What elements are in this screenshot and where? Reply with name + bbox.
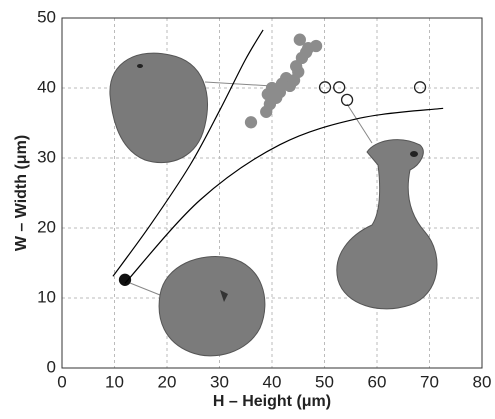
data-point: [244, 116, 258, 129]
plot-frame: [61, 17, 483, 369]
data-point: [289, 60, 303, 73]
micrograph-1: [109, 52, 208, 164]
y-tick-label: 40: [37, 77, 56, 96]
y-tick-label: 50: [37, 7, 56, 26]
connectors: [129, 81, 373, 298]
boundary-curve: [124, 107, 444, 284]
y-tick-label: 10: [37, 287, 56, 306]
x-tick-label: 20: [158, 372, 177, 391]
y-axis-label: W – Width (μm): [13, 135, 30, 251]
x-tick-label: 50: [315, 372, 334, 391]
data-point: [413, 81, 427, 94]
y-tick-label: 30: [37, 147, 56, 166]
micrograph-3: [158, 256, 266, 357]
x-tick-label: 10: [105, 372, 124, 391]
x-tick-label: 0: [57, 372, 66, 391]
y-tick-label: 20: [37, 217, 56, 236]
x-axis-label: H – Height (μm): [213, 393, 331, 410]
x-tick-label: 60: [368, 372, 387, 391]
data-point: [309, 39, 323, 53]
data-point: [118, 273, 132, 286]
micrograph-2: [336, 139, 438, 310]
x-tick-label: 40: [263, 372, 282, 391]
connector: [204, 81, 273, 87]
x-tick-label: 80: [473, 372, 492, 391]
y-tick-label: 0: [47, 357, 56, 376]
connector: [129, 282, 166, 298]
x-tick-label: 70: [420, 372, 439, 391]
connector: [346, 103, 373, 144]
data-point: [293, 33, 306, 46]
data-point: [333, 81, 346, 94]
marks: [112, 29, 444, 286]
data-point: [318, 81, 332, 94]
boundary-curve: [112, 29, 264, 277]
x-tick-label: 30: [210, 372, 229, 391]
data-point: [340, 93, 354, 107]
